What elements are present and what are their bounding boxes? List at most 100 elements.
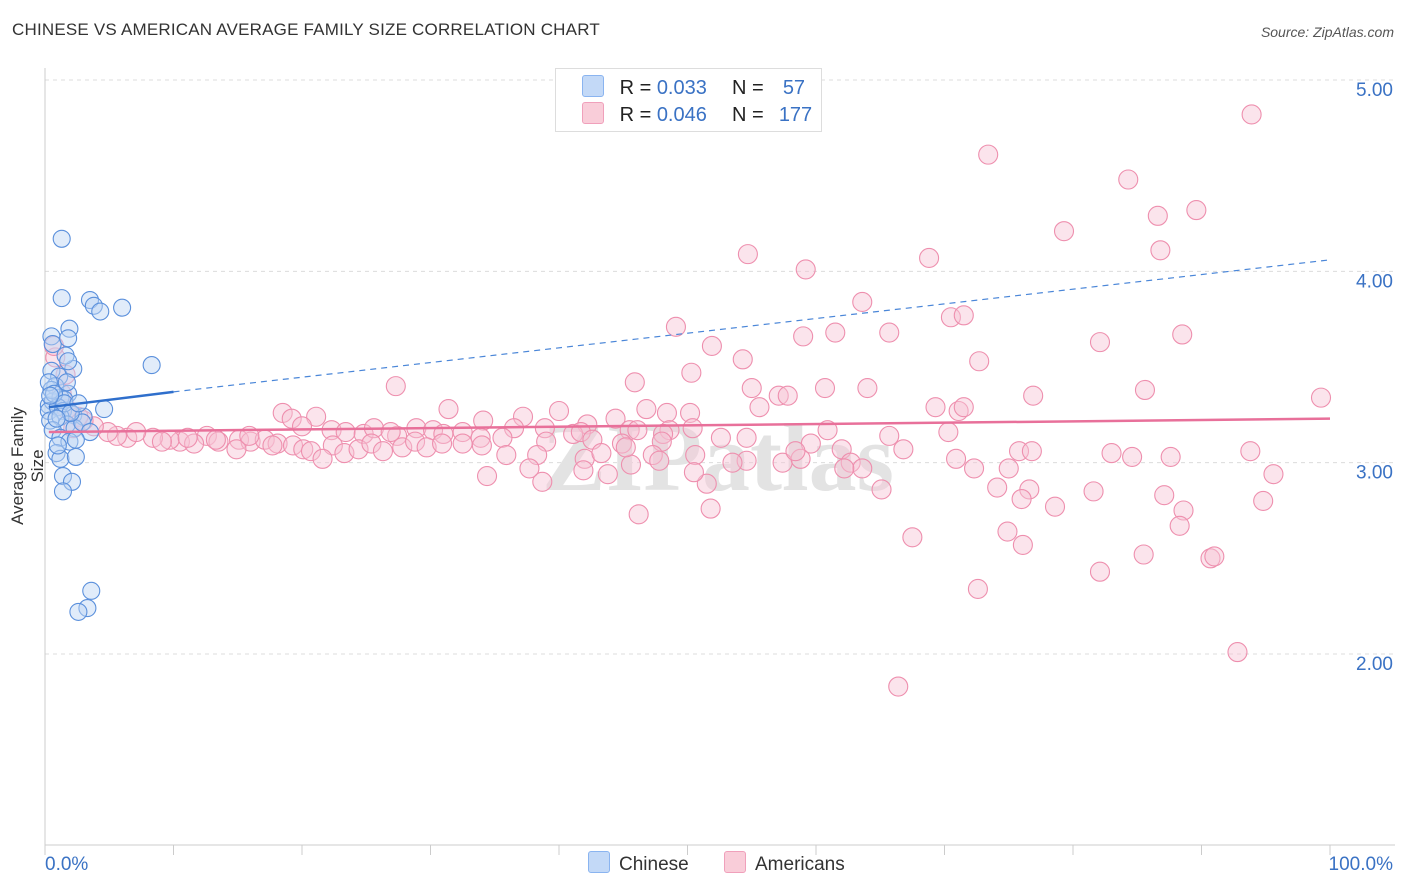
- y-axis-label: Average Family Size: [8, 407, 47, 525]
- axes: [44, 68, 1395, 855]
- bottom-legend-americans: Americans: [724, 851, 845, 876]
- americans-point: [605, 408, 626, 429]
- americans-point: [615, 437, 636, 458]
- legend-n-label: N =: [732, 77, 764, 99]
- americans-point: [737, 244, 758, 265]
- bottom-legend-chinese: Chinese: [588, 851, 689, 876]
- watermark: ZIPatlas: [542, 404, 894, 511]
- americans-point: [548, 400, 570, 422]
- americans-point: [741, 377, 762, 399]
- americans-trend-line: [48, 417, 1331, 434]
- americans-point: [871, 479, 892, 500]
- legend-swatch-americans: [582, 102, 604, 124]
- americans-point: [1133, 544, 1154, 565]
- americans-point: [1044, 496, 1066, 517]
- legend-r-label: R =: [619, 104, 652, 126]
- americans-point: [793, 326, 814, 347]
- americans-point: [736, 427, 757, 448]
- y-tick-label: 4.00: [1356, 271, 1393, 292]
- chinese-point: [52, 289, 71, 308]
- americans-point: [1227, 642, 1248, 663]
- americans-point: [946, 448, 967, 469]
- grid-lines: [45, 79, 1395, 655]
- americans-point: [953, 397, 974, 418]
- americans-point: [682, 418, 703, 439]
- x-tick-label: 100.0%: [1329, 854, 1394, 875]
- chinese-point: [47, 409, 66, 428]
- americans-point: [1169, 515, 1190, 536]
- americans-point: [1083, 481, 1104, 502]
- americans-point: [1089, 561, 1111, 582]
- legend-row-chinese: R = 0.033 N = 57: [582, 75, 805, 99]
- americans-point: [348, 439, 369, 460]
- chinese-point: [60, 432, 79, 451]
- americans-point: [385, 376, 406, 397]
- legend-row-americans: R = 0.046 N = 177: [582, 102, 812, 126]
- americans-point: [636, 399, 657, 420]
- chinese-trend-projection: [173, 259, 1331, 393]
- americans-point: [1053, 221, 1075, 242]
- americans-point: [879, 322, 900, 343]
- chinese-point: [142, 356, 161, 375]
- legend-label-chinese: Chinese: [619, 854, 689, 875]
- chinese-point: [82, 581, 101, 600]
- americans-point: [888, 676, 909, 697]
- americans-point: [611, 433, 633, 454]
- chinese-point: [66, 430, 85, 449]
- americans-point: [262, 435, 283, 456]
- chinese-point: [78, 599, 97, 618]
- trend-lines: [48, 259, 1331, 434]
- chart-source: Source: ZipAtlas.com: [1260, 24, 1394, 40]
- chinese-point: [51, 449, 70, 468]
- americans-point: [392, 437, 413, 458]
- americans-point: [177, 427, 198, 448]
- americans-point: [438, 399, 459, 420]
- chinese-point: [53, 482, 73, 501]
- americans-point: [710, 427, 731, 448]
- americans-point: [1204, 546, 1225, 567]
- americans-point: [649, 450, 670, 471]
- chinese-point: [62, 472, 82, 491]
- americans-point: [624, 372, 645, 393]
- americans-point: [732, 349, 753, 370]
- chinese-point: [60, 319, 79, 338]
- americans-point: [642, 444, 663, 466]
- americans-point: [785, 441, 806, 462]
- americans-point: [893, 439, 914, 460]
- americans-point: [1310, 387, 1332, 408]
- chinese-point: [59, 329, 78, 348]
- americans-point: [471, 435, 492, 456]
- chart-title: CHINESE VS AMERICAN AVERAGE FAMILY SIZE …: [12, 20, 600, 39]
- legend-n-value: 177: [778, 104, 813, 126]
- legend-r-value: 0.033: [656, 77, 707, 99]
- americans-point: [777, 385, 798, 406]
- americans-point: [300, 441, 322, 462]
- chinese-point: [53, 467, 73, 486]
- americans-point: [879, 425, 900, 446]
- americans-point: [387, 425, 408, 446]
- americans-point: [361, 433, 382, 454]
- americans-point: [293, 439, 314, 460]
- chinese-point: [91, 302, 110, 321]
- chinese-point: [57, 373, 76, 392]
- americans-point: [967, 578, 988, 599]
- americans-point: [473, 410, 494, 431]
- legend-n-value: 57: [782, 77, 806, 99]
- americans-point: [857, 377, 878, 399]
- americans-point: [1147, 205, 1168, 226]
- americans-point: [597, 464, 618, 485]
- americans-point: [184, 433, 205, 454]
- americans-point: [683, 462, 704, 483]
- americans-point: [312, 448, 333, 469]
- legend-r-value: 0.046: [656, 104, 707, 126]
- americans-point: [492, 427, 513, 448]
- chinese-point: [41, 386, 60, 405]
- americans-point: [700, 498, 721, 519]
- americans-point: [969, 351, 990, 372]
- americans-point: [1089, 332, 1111, 353]
- americans-point: [282, 435, 304, 456]
- chinese-trend-line: [48, 390, 174, 409]
- americans-point: [532, 471, 553, 492]
- americans-point: [496, 444, 517, 466]
